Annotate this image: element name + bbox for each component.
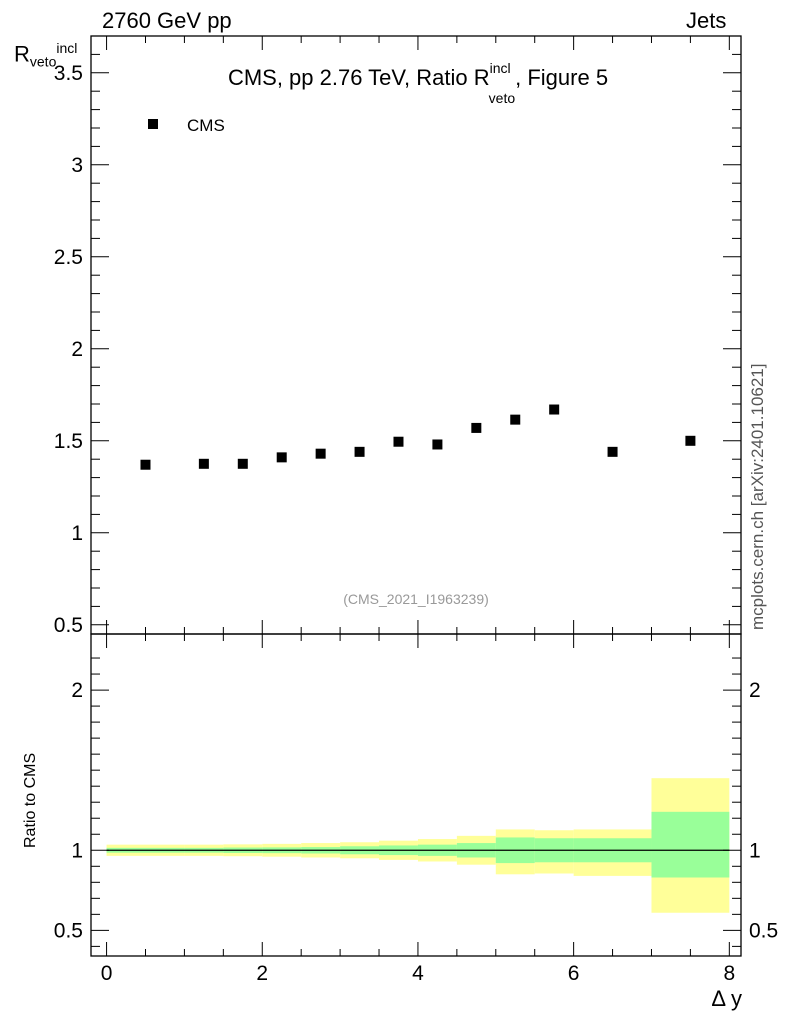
y-axis-label-main: R <box>14 41 30 67</box>
y-tick-label: 1.5 <box>54 430 83 453</box>
ratio-panel: 0 2 4 6 8 0.5 0.5 1 1 2 2 <box>54 36 778 985</box>
y-tick-label: 3 <box>71 154 83 177</box>
y-axis-label-sub: veto <box>29 53 57 70</box>
ratio-y-tick-label-right: 2 <box>749 679 761 702</box>
y-axis-label: Rvetoincl <box>14 40 77 70</box>
y-axis-label-sup: incl <box>56 40 78 56</box>
chart-title-main: CMS, pp 2.76 TeV, Ratio R <box>228 65 490 90</box>
data-point <box>510 414 521 425</box>
data-point <box>393 436 404 447</box>
ratio-y-tick-label: 2 <box>71 679 83 702</box>
data-point <box>354 446 365 457</box>
x-tick-label: 4 <box>412 962 424 985</box>
y-tick-label: 2 <box>71 338 83 361</box>
watermark: (CMS_2021_I1963239) <box>343 591 489 607</box>
data-point <box>471 422 482 433</box>
header-left: 2760 GeV pp <box>102 8 232 33</box>
y-tick-label: 3.5 <box>54 62 83 85</box>
data-point <box>276 452 287 463</box>
ratio-y-tick-label: 0.5 <box>54 919 83 942</box>
y-tick-label: 2.5 <box>54 246 83 269</box>
data-point <box>607 446 618 457</box>
data-point <box>685 435 696 446</box>
data-point <box>432 439 443 450</box>
y-tick-label: 0.5 <box>54 614 83 637</box>
x-tick-label: 8 <box>723 962 735 985</box>
x-axis-label: Δ y <box>711 986 742 1011</box>
chart-title: CMS, pp 2.76 TeV, Ratio Rincl veto, Figur… <box>228 60 608 106</box>
header-right: Jets <box>686 8 727 33</box>
data-point <box>237 458 248 469</box>
ratio-y-tick-label-right: 0.5 <box>749 919 778 942</box>
data-point <box>315 448 326 459</box>
x-tick-label: 2 <box>256 962 268 985</box>
legend-label: CMS <box>187 116 225 135</box>
ratio-y-tick-label: 1 <box>71 839 83 862</box>
data-point <box>140 459 151 470</box>
chart-title-sup: incl <box>490 60 511 76</box>
ratio-frame <box>90 633 742 957</box>
chart-title-suffix: , Figure 5 <box>515 65 608 90</box>
y-tick-label: 1 <box>71 522 83 545</box>
ratio-y-tick-label-right: 1 <box>749 839 761 862</box>
chart-title-sub: veto <box>489 90 516 106</box>
ratio-band-inner <box>651 811 730 878</box>
data-point <box>549 404 560 415</box>
legend-marker <box>148 119 158 129</box>
x-tick-label: 6 <box>568 962 580 985</box>
x-tick-label: 0 <box>101 962 113 985</box>
data-point <box>198 458 209 469</box>
main-panel: 0.5 1 1.5 2 2.5 3 3.5 CMS <box>54 35 742 637</box>
